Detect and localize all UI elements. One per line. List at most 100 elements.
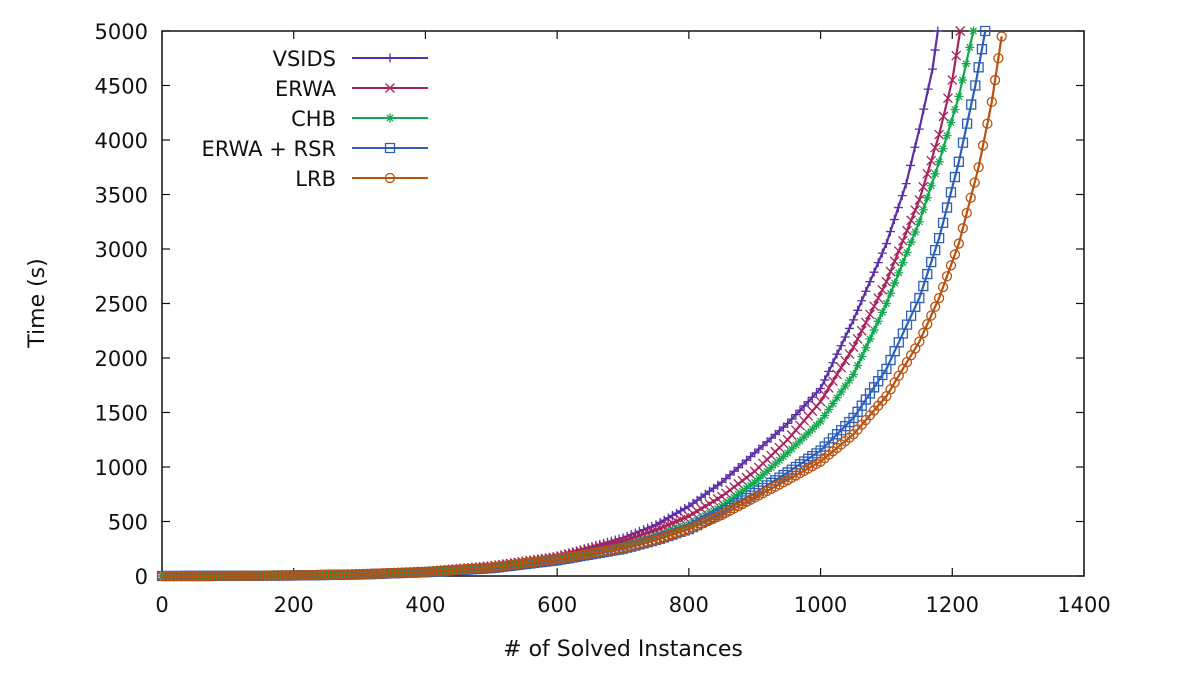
data-point — [746, 480, 756, 490]
data-point — [865, 309, 875, 320]
data-point — [853, 305, 863, 315]
data-point — [973, 62, 984, 73]
data-point — [610, 544, 621, 555]
data-point — [598, 546, 609, 557]
data-point — [933, 26, 943, 36]
data-point — [914, 217, 924, 227]
data-point — [416, 566, 427, 578]
data-point — [528, 556, 540, 568]
data-point — [555, 554, 567, 565]
data-point — [930, 244, 941, 256]
data-point — [559, 553, 571, 564]
data-point — [226, 570, 237, 582]
data-point — [540, 555, 551, 566]
legend-marker — [385, 53, 395, 63]
data-point — [381, 568, 392, 579]
series-erwa-rsr — [156, 25, 991, 582]
legend-label: VSIDS — [273, 47, 336, 71]
data-point — [737, 486, 747, 496]
data-point — [273, 570, 284, 581]
data-point — [828, 358, 838, 368]
data-point — [910, 227, 920, 237]
data-point — [393, 567, 404, 578]
data-point — [455, 564, 466, 575]
data-point — [832, 349, 842, 359]
data-point — [428, 566, 439, 577]
data-point — [265, 570, 276, 581]
data-point — [897, 235, 908, 246]
data-point — [852, 406, 863, 417]
data-point — [961, 59, 971, 69]
data-point — [922, 193, 932, 203]
data-point — [238, 570, 249, 581]
data-point — [969, 177, 980, 188]
data-point — [885, 227, 895, 237]
data-point — [276, 570, 288, 581]
data-point — [242, 570, 253, 581]
data-point — [961, 207, 972, 219]
data-point — [906, 237, 916, 247]
data-point — [296, 570, 307, 581]
data-point — [840, 420, 851, 432]
data-point — [745, 469, 756, 480]
data-point — [930, 142, 941, 153]
data-point — [521, 557, 532, 569]
data-point — [156, 570, 168, 582]
series-line — [161, 30, 975, 578]
data-point — [957, 137, 969, 148]
data-point — [848, 342, 859, 353]
data-point — [741, 455, 751, 465]
data-point — [311, 569, 323, 581]
data-point — [447, 564, 458, 576]
data-point — [750, 477, 760, 487]
data-point — [966, 99, 977, 110]
data-point — [934, 157, 944, 167]
data-point — [327, 569, 338, 580]
data-point — [910, 205, 921, 216]
data-point — [195, 570, 206, 582]
data-point — [183, 570, 195, 582]
data-point — [811, 448, 822, 459]
data-point — [807, 424, 817, 434]
data-point — [180, 570, 191, 582]
data-point — [922, 268, 933, 280]
data-point — [431, 565, 443, 577]
data-point — [933, 292, 945, 304]
data-point — [938, 144, 948, 154]
data-point — [852, 333, 863, 344]
data-point — [869, 267, 879, 277]
data-point — [926, 155, 937, 166]
data-point — [721, 474, 731, 484]
data-point — [563, 552, 574, 563]
data-point — [865, 277, 875, 287]
data-point — [869, 301, 880, 312]
data-point — [928, 64, 938, 74]
data-point — [486, 562, 497, 573]
data-point — [323, 569, 334, 580]
data-point — [807, 392, 817, 402]
data-point — [725, 485, 735, 496]
data-point — [877, 369, 888, 381]
data-point — [807, 450, 818, 462]
data-point — [733, 478, 744, 489]
data-point — [459, 564, 470, 575]
x-tick-label: 800 — [669, 593, 709, 617]
data-point — [873, 376, 884, 387]
data-point — [362, 568, 373, 580]
data-point — [524, 557, 536, 568]
data-point — [737, 459, 747, 469]
data-point — [315, 569, 326, 581]
data-point — [567, 551, 578, 562]
data-point — [930, 169, 940, 179]
x-axis-title: # of Solved Instances — [503, 637, 743, 662]
data-point — [926, 181, 936, 191]
data-point — [828, 399, 838, 409]
data-point — [815, 396, 826, 407]
data-point — [176, 570, 187, 582]
data-point — [798, 456, 810, 467]
data-point — [791, 410, 801, 420]
data-point — [827, 376, 838, 387]
series-line — [161, 30, 962, 578]
data-point — [385, 567, 396, 579]
data-point — [207, 570, 218, 582]
